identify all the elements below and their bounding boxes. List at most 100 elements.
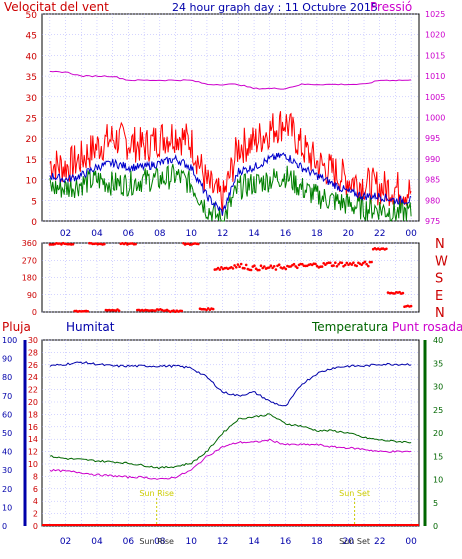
y-tick-label: 35 [26, 73, 37, 83]
direction-point [244, 263, 248, 267]
direction-point [296, 266, 299, 270]
direction-point [282, 266, 286, 269]
direction-point [258, 268, 261, 272]
y-tick-label: 5 [31, 197, 37, 207]
plot-frame [41, 242, 420, 313]
y2-tick-label: 1025 [425, 10, 445, 19]
x-tick-label: 06 [123, 537, 135, 547]
x-tick-label: 20 [343, 537, 355, 547]
y-tick-label: 15 [26, 156, 37, 166]
humidity-label: Humitat [66, 320, 115, 334]
direction-point [329, 261, 332, 265]
temperature-label: Temperatura [311, 320, 388, 334]
direction-point [259, 264, 263, 268]
x-tick-label: 22 [374, 537, 385, 547]
direction-point [71, 243, 75, 246]
y2-tick-label: 1020 [425, 31, 445, 40]
direction-point [272, 265, 276, 268]
direction-point [284, 267, 288, 271]
y2-tick-label: 975 [425, 217, 440, 226]
compass-label: N [435, 306, 445, 321]
temp-tick-label: 35 [433, 359, 443, 368]
direction-point [365, 262, 368, 266]
y2-tick-label: 1000 [425, 114, 445, 123]
rain-tick-label: 24 [28, 373, 38, 382]
y-tick-label: 45 [26, 32, 37, 42]
y2-tick-label: 995 [425, 134, 440, 143]
y-tick-label: 50 [26, 11, 38, 21]
humidity-tick-label: 50 [2, 429, 12, 438]
x-tick-label: 10 [186, 537, 198, 547]
humidity-tick-label: 30 [2, 466, 12, 475]
temperature-line [49, 413, 412, 470]
rain-tick-label: 22 [28, 386, 38, 395]
y-tick-label: 0 [32, 308, 37, 317]
y-tick-label: 180 [22, 274, 37, 283]
direction-point [301, 262, 304, 266]
direction-point [243, 267, 246, 270]
x-tick-label: 22 [374, 229, 385, 239]
direction-point [352, 261, 355, 265]
temp-tick-label: 25 [433, 406, 443, 415]
sunrise-time-label: Sun Rise [139, 537, 174, 546]
direction-point [409, 304, 413, 308]
rain-tick-label: 8 [33, 472, 38, 481]
direction-point [216, 266, 220, 270]
x-tick-label: 08 [154, 229, 166, 239]
y-tick-label: 0 [31, 218, 37, 228]
rain-tick-label: 18 [28, 410, 38, 419]
rain-tick-label: 16 [28, 423, 38, 432]
rain-tick-label: 2 [33, 510, 38, 519]
direction-point [332, 264, 335, 267]
x-tick-label: 04 [91, 537, 103, 547]
direction-point [350, 263, 354, 266]
humidity-tick-label: 90 [2, 355, 12, 364]
graph-title: 24 hour graph day : 11 Octubre 2015 [172, 1, 378, 14]
direction-point [277, 263, 281, 267]
x-tick-label: 16 [280, 537, 292, 547]
temp-tick-label: 40 [433, 336, 443, 345]
direction-point [360, 263, 364, 267]
wind-low-line [49, 163, 412, 222]
y2-tick-label: 1015 [425, 51, 445, 60]
temp-tick-label: 5 [433, 499, 438, 508]
direction-point [345, 261, 349, 265]
x-tick-label: 16 [280, 229, 292, 239]
x-tick-label: 14 [248, 537, 260, 547]
direction-point [340, 261, 344, 265]
direction-point [268, 266, 271, 269]
rain-tick-label: 28 [28, 348, 38, 357]
x-tick-label: 02 [60, 229, 71, 239]
direction-point [231, 267, 235, 270]
rain-tick-label: 30 [28, 336, 38, 345]
x-tick-label: 20 [343, 229, 355, 239]
rain-tick-label: 10 [28, 460, 38, 469]
direction-point [370, 260, 373, 264]
rain-label: Pluja [2, 320, 31, 334]
humidity-tick-label: 0 [2, 522, 7, 531]
temp-tick-label: 30 [433, 383, 443, 392]
direction-point [263, 265, 266, 268]
direction-point [335, 265, 339, 268]
humidity-tick-label: 70 [2, 392, 12, 401]
sunset-time-label: Sun Set [339, 537, 370, 546]
direction-point [86, 310, 90, 313]
temp-tick-label: 15 [433, 452, 443, 461]
x-tick-label: 12 [217, 537, 228, 547]
direction-point [343, 263, 347, 267]
pressure-line [49, 70, 412, 90]
x-tick-label: 14 [248, 229, 260, 239]
y-tick-label: 10 [26, 177, 38, 187]
y-tick-label: 40 [26, 52, 38, 62]
x-tick-label: 08 [154, 537, 166, 547]
compass-label: E [435, 289, 443, 304]
y-tick-label: 360 [22, 239, 37, 248]
direction-point [236, 263, 240, 266]
rain-tick-label: 14 [28, 435, 38, 444]
direction-point [363, 260, 367, 264]
temp-tick-label: 20 [433, 429, 443, 438]
humidity-tick-label: 10 [2, 503, 12, 512]
x-tick-label: 02 [60, 537, 71, 547]
x-tick-label: 00 [405, 229, 417, 239]
